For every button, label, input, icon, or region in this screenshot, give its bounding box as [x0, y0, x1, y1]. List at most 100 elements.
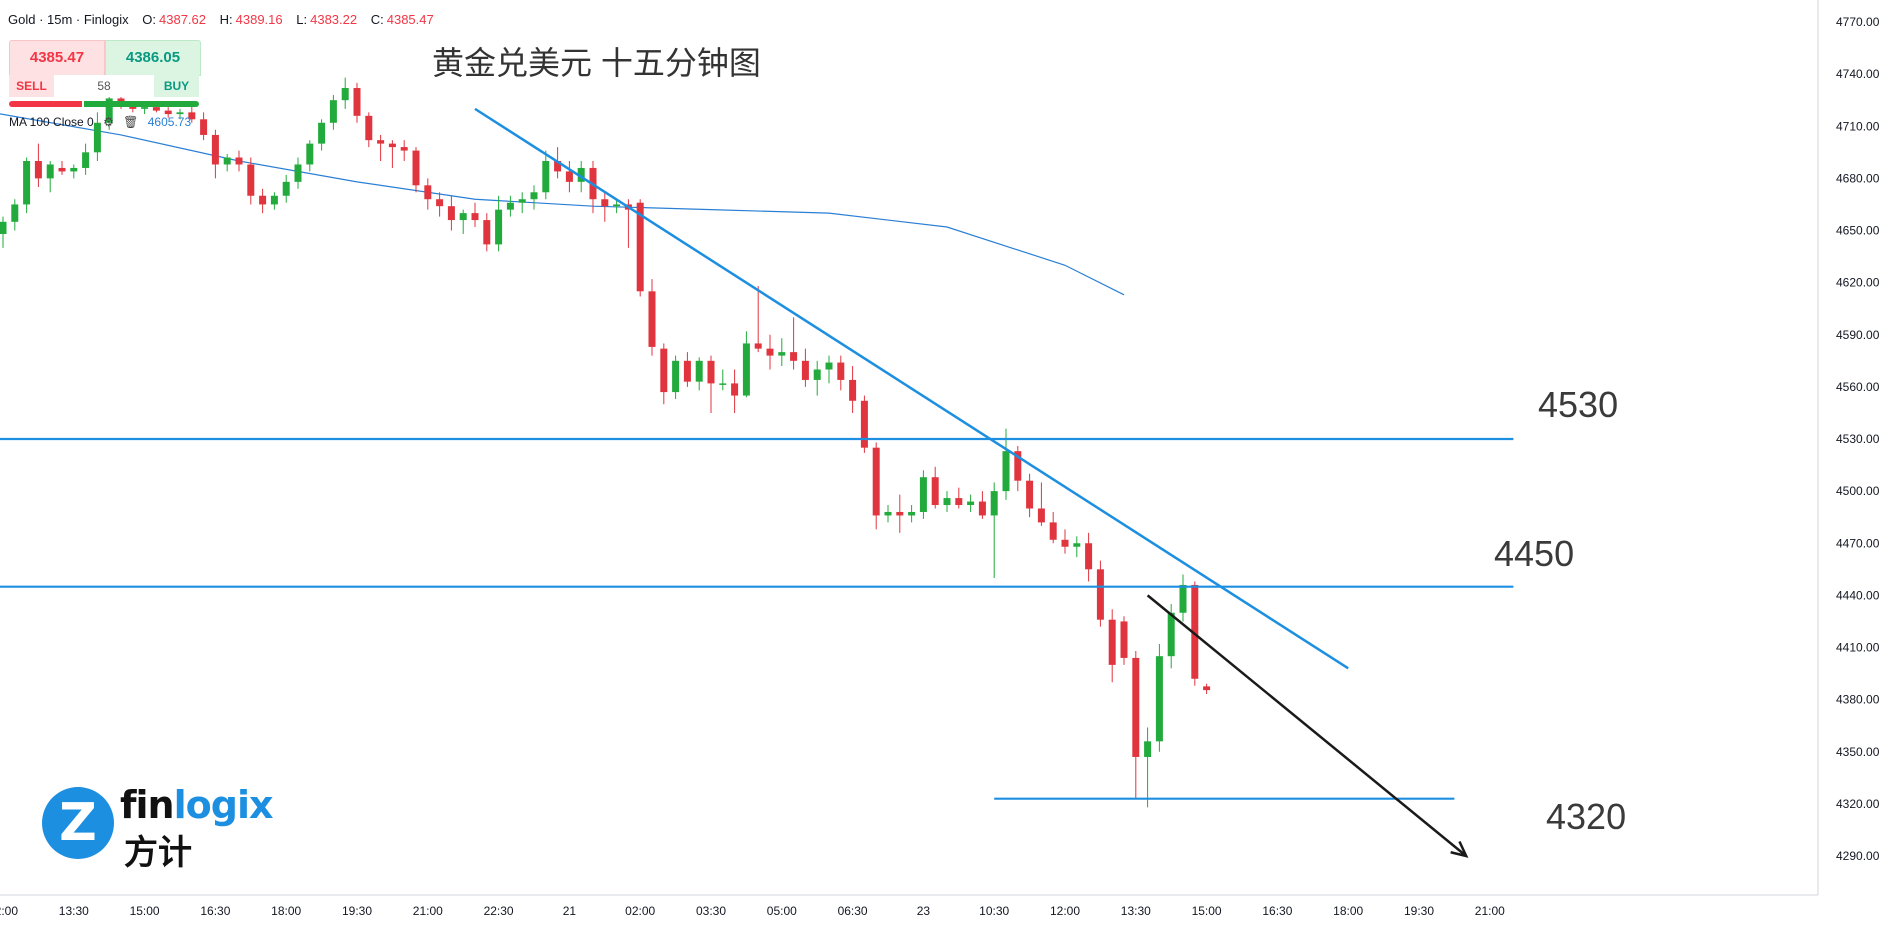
candle-body	[719, 383, 727, 385]
candle-body	[200, 119, 208, 135]
candle-body	[931, 477, 939, 506]
open-value: 4387.62	[159, 12, 207, 27]
candle	[990, 482, 998, 578]
candle-body	[801, 360, 809, 380]
time-tick-label: 13:30	[1121, 904, 1151, 918]
candle-body	[1096, 569, 1104, 620]
sell-price-button[interactable]: 4385.47	[9, 40, 105, 76]
candle	[754, 286, 762, 353]
candle	[365, 112, 373, 148]
sell-button[interactable]: SELL	[9, 75, 54, 97]
ohlc-header: Gold · 15m · Finlogix O: 4387.62 H: 4389.1…	[8, 12, 434, 27]
time-tick-label: 12:00	[1050, 904, 1080, 918]
candle	[341, 77, 349, 109]
candle-body	[1191, 584, 1199, 679]
candle-body	[967, 501, 975, 506]
candle	[672, 355, 680, 400]
candle	[955, 487, 963, 509]
candle	[377, 134, 385, 161]
time-tick-label: 15:00	[1192, 904, 1222, 918]
candle-body	[388, 143, 396, 148]
candle	[943, 491, 951, 512]
trade-row: SELL 58 BUY	[9, 75, 199, 97]
candle	[801, 348, 809, 387]
candle-body	[1002, 451, 1010, 492]
candle	[223, 154, 231, 172]
candle	[695, 357, 703, 391]
price-tick-label: 4470.00	[1836, 536, 1880, 550]
candle	[542, 150, 550, 200]
candle	[34, 143, 42, 188]
candle-body	[731, 383, 739, 396]
buy-price-button[interactable]: 4386.05	[105, 40, 201, 76]
price-tick-label: 4290.00	[1836, 849, 1880, 863]
candle-body	[672, 360, 680, 393]
logo-letter: Z	[59, 793, 97, 853]
candle-body	[1037, 508, 1045, 523]
time-tick-label: 13:30	[59, 904, 89, 918]
candle	[1132, 650, 1140, 799]
candle	[247, 157, 255, 205]
price-axis: 4290.00 4320.00 4350.00 4380.00 4410.00 4440.…	[1817, 0, 1880, 895]
candle	[978, 491, 986, 519]
candle	[837, 355, 845, 391]
candle-body	[424, 185, 432, 200]
candle	[412, 147, 420, 193]
candle-body	[129, 105, 137, 109]
candle	[447, 195, 455, 231]
candle-body	[530, 192, 538, 200]
buy-button[interactable]: BUY	[154, 75, 199, 97]
candle-body	[377, 140, 385, 144]
candle-body	[766, 348, 774, 356]
time-tick-label: 18:00	[1333, 904, 1363, 918]
price-tick-label: 4500.00	[1836, 484, 1880, 498]
candle	[471, 202, 479, 228]
candle	[459, 209, 467, 234]
candle	[648, 279, 656, 356]
candle	[294, 157, 302, 189]
candle-body	[34, 161, 42, 179]
candle	[742, 331, 750, 398]
candle	[766, 334, 774, 370]
candle	[1108, 609, 1116, 683]
candle	[58, 161, 66, 175]
candle-body	[495, 209, 503, 245]
candle-body	[247, 164, 255, 196]
time-tick-label: 21:00	[413, 904, 443, 918]
candle-body	[1085, 543, 1093, 570]
low-value: 4383.22	[310, 12, 358, 27]
candle	[613, 199, 621, 214]
candle	[93, 112, 101, 161]
logo-chinese: 方计	[124, 834, 192, 872]
candle	[70, 164, 78, 179]
candle	[1073, 536, 1081, 558]
logo-word-b: logix	[173, 783, 274, 827]
candle-body	[282, 181, 290, 196]
price-tick-label: 4710.00	[1836, 119, 1880, 133]
candle-body	[825, 362, 833, 370]
candle-body	[459, 213, 467, 221]
candle-body	[1026, 480, 1034, 509]
gear-icon[interactable]: ⚙	[103, 115, 114, 129]
time-tick-label: 02:00	[625, 904, 655, 918]
candle-body	[978, 501, 986, 516]
candle-body	[837, 362, 845, 380]
open-label: O:	[142, 12, 157, 27]
price-tick-label: 4740.00	[1836, 67, 1880, 81]
candle-body	[1073, 543, 1081, 547]
candle-body	[270, 195, 278, 205]
candle	[200, 112, 208, 141]
candle	[860, 395, 868, 453]
candle	[82, 143, 90, 175]
price-tick-label: 4680.00	[1836, 171, 1880, 185]
candle-body	[1061, 539, 1069, 547]
arrow-head	[1450, 840, 1469, 858]
candle-body	[188, 112, 196, 120]
candle	[11, 199, 19, 231]
candle-body	[353, 88, 361, 116]
candle-body	[1049, 522, 1057, 540]
trash-icon[interactable]: 🗑	[123, 115, 139, 129]
candle-body	[542, 161, 550, 193]
candle-body	[742, 343, 750, 396]
